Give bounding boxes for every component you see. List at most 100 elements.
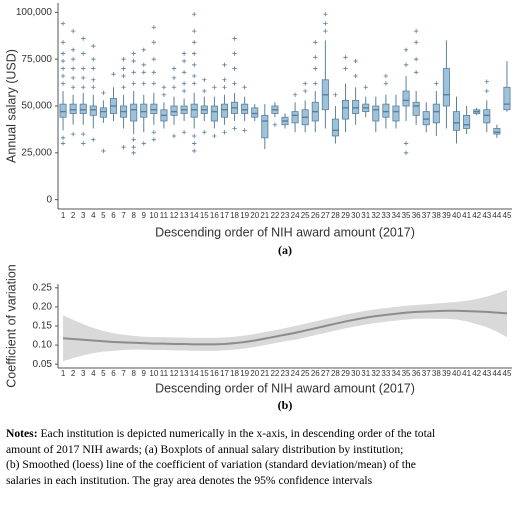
outlier <box>70 66 76 71</box>
outlier <box>70 85 76 90</box>
x-tick-label: 35 <box>402 211 411 220</box>
box <box>59 103 67 118</box>
outlier <box>131 70 136 75</box>
x-tick-label: 2 <box>71 211 76 220</box>
outlier <box>141 62 146 67</box>
outlier <box>403 62 409 67</box>
outlier <box>81 36 86 41</box>
outlier <box>313 66 318 71</box>
outlier <box>151 70 157 75</box>
outlier <box>232 126 237 131</box>
x-tick-label: 3 <box>81 211 86 220</box>
box <box>463 114 471 129</box>
outlier <box>363 85 368 90</box>
outlier <box>212 85 217 90</box>
box <box>392 105 400 122</box>
x-tick-label: 40 <box>452 211 461 220</box>
box <box>241 103 249 114</box>
y-tick-label: 0.20 <box>33 302 53 313</box>
outlier <box>192 148 197 154</box>
x-tick-label: 18 <box>230 211 239 220</box>
x-tick-label: 7 <box>121 211 126 220</box>
x-tick-label: 21 <box>260 211 269 220</box>
x-tick-label: 11 <box>160 211 169 220</box>
x-tick-label: 42 <box>472 211 481 220</box>
x-tick-label: 41 <box>462 369 471 378</box>
outlier <box>131 145 136 150</box>
y-tick-label: 0.25 <box>33 282 53 293</box>
box <box>150 103 158 114</box>
outlier <box>151 25 157 30</box>
outlier <box>81 131 86 137</box>
box <box>352 99 360 114</box>
y-tick-label: 0.15 <box>33 321 53 332</box>
outlier <box>302 88 308 94</box>
box <box>342 99 350 120</box>
x-tick-label: 44 <box>492 211 501 220</box>
outlier <box>161 92 167 97</box>
y-axis-title: Coefficient of variation <box>4 264 18 387</box>
outlier <box>313 55 318 60</box>
outlier <box>323 28 328 34</box>
outlier <box>202 130 207 135</box>
x-tick-label: 25 <box>301 211 310 220</box>
outlier <box>131 51 136 56</box>
x-tick-label: 2 <box>71 369 76 378</box>
x-tick-label: 20 <box>250 211 259 220</box>
outlier <box>484 88 489 94</box>
outlier <box>131 150 136 156</box>
x-tick-label: 29 <box>341 369 350 378</box>
x-tick-label: 24 <box>291 211 300 220</box>
x-tick-label: 30 <box>351 369 360 378</box>
y-tick-label: 100,000 <box>16 7 53 18</box>
x-tick-label: 36 <box>412 369 421 378</box>
outlier <box>81 51 86 56</box>
outlier <box>192 28 197 34</box>
box <box>69 103 77 114</box>
outlier <box>484 79 489 84</box>
outlier <box>434 81 439 86</box>
outlier <box>222 130 227 135</box>
x-tick-label: 11 <box>160 369 169 378</box>
x-tick-label: 28 <box>331 211 340 220</box>
outlier <box>192 62 197 67</box>
box <box>210 105 218 122</box>
confidence-band <box>63 289 507 362</box>
loess-line <box>62 309 508 346</box>
x-tick-label: 10 <box>149 211 158 220</box>
outlier <box>91 66 96 71</box>
outlier <box>413 28 419 34</box>
outlier <box>141 70 146 75</box>
x-tick-label: 38 <box>432 369 441 378</box>
outlier <box>302 81 308 86</box>
outlier <box>413 40 419 45</box>
outlier <box>131 81 136 86</box>
x-tick-label: 1 <box>61 369 66 378</box>
y-tick-label: 0.05 <box>33 359 53 370</box>
x-tick-label: 32 <box>371 369 380 378</box>
box <box>291 111 299 124</box>
outlier <box>60 40 66 45</box>
outlier <box>323 21 328 26</box>
outlier <box>192 73 197 79</box>
x-tick-label: 45 <box>503 369 512 378</box>
outlier <box>91 77 96 82</box>
y-tick-label: 0.10 <box>33 340 53 351</box>
outlier <box>171 66 177 71</box>
notes-line: Notes: Each institution is depicted nume… <box>6 426 518 442</box>
outlier <box>403 150 409 156</box>
x-tick-label: 14 <box>190 211 199 220</box>
box <box>220 103 228 118</box>
outlier <box>343 55 348 60</box>
box <box>251 107 259 118</box>
x-tick-label: 13 <box>180 211 189 220</box>
outlier <box>292 92 298 97</box>
notes-line: amount of 2017 NIH awards; (a) Boxplots … <box>6 442 404 456</box>
outlier <box>353 73 358 79</box>
outlier <box>222 85 227 90</box>
x-tick-label: 12 <box>170 211 179 220</box>
outlier <box>202 77 207 82</box>
box <box>442 68 450 107</box>
x-tick-label: 18 <box>230 369 239 378</box>
x-tick-label: 41 <box>462 211 471 220</box>
